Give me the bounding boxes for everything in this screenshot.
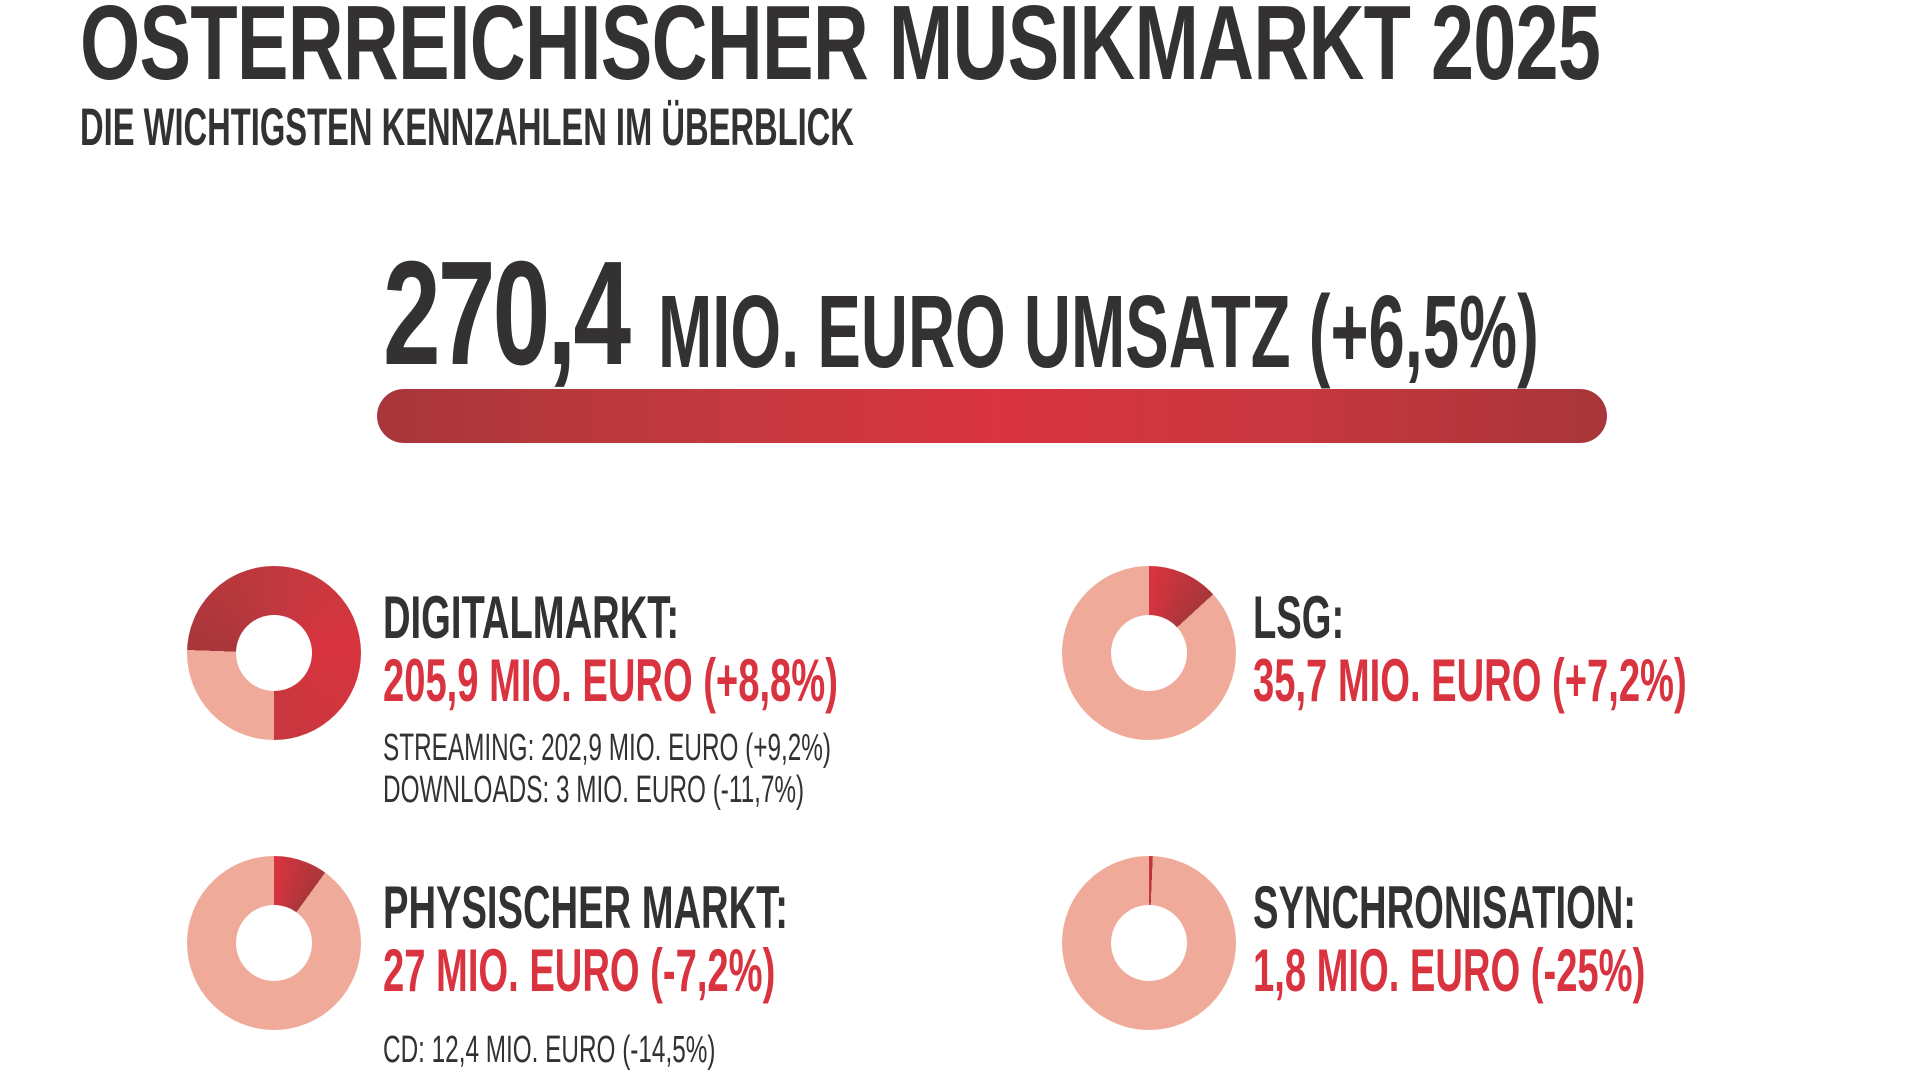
physischer-markt-title: PHYSISCHER MARKT: [383,874,788,941]
page-title: ÖSTERREICHISCHER MUSIKMARKT 2025 [80,0,1601,102]
physischer-markt-value: 27 MIO. EURO (-7,2%) [383,937,776,1004]
streaming-detail: STREAMING: 202,9 MIO. EURO (+9,2%) [383,727,832,769]
digitalmarkt-title: DIGITALMARKT: [383,584,680,651]
digitalmarkt-value: 205,9 MIO. EURO (+8,8%) [383,647,838,714]
physischer-markt-donut-chart [187,856,361,1030]
synchronisation-donut-chart [1062,856,1236,1030]
cd-detail: CD: 12,4 MIO. EURO (-14,5%) [383,1029,716,1071]
total-revenue-bar [377,389,1607,443]
total-revenue-label: MIO. EURO UMSATZ (+6,5%) [658,274,1539,389]
total-revenue-value: 270,4 [383,231,631,396]
lsg-donut-chart [1062,566,1236,740]
downloads-detail: DOWNLOADS: 3 MIO. EURO (-11,7%) [383,769,805,811]
page-subtitle: DIE WICHTIGSTEN KENNZAHLEN IM ÜBERBLICK [80,98,854,157]
lsg-title: LSG: [1253,584,1345,651]
synchronisation-title: SYNCHRONISATION: [1253,874,1637,941]
synchronisation-value: 1,8 MIO. EURO (-25%) [1253,937,1646,1004]
digitalmarkt-donut-chart [187,566,361,740]
lsg-value: 35,7 MIO. EURO (+7,2%) [1253,647,1687,714]
